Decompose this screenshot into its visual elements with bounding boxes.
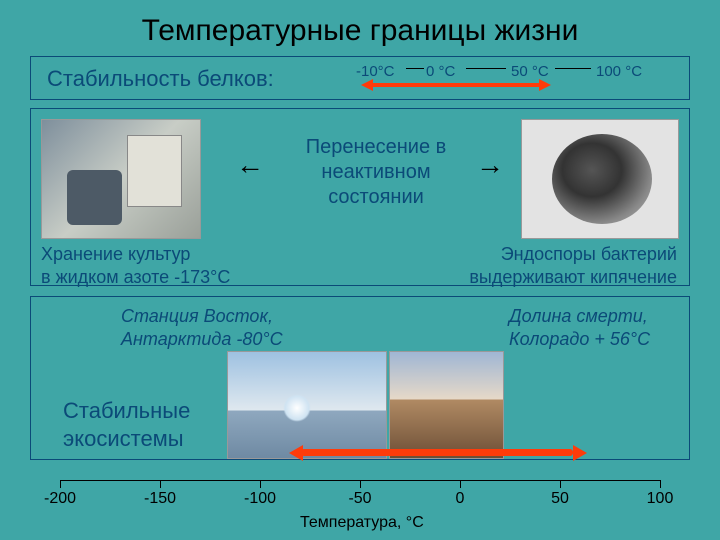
axis-tick-label: -50: [335, 490, 385, 508]
axis-tick-label: -100: [235, 490, 285, 508]
scale-sep: [406, 68, 424, 69]
scale-sep: [555, 68, 591, 69]
scale-label-1: 0 °C: [426, 63, 455, 82]
axis-tick: [460, 480, 461, 488]
protein-bar: [371, 83, 541, 87]
box-protein-stability: Стабильность белков: -10°C 0 °C 50 °C 10…: [30, 56, 690, 100]
image-desert: [389, 351, 504, 459]
ecosystem-range-bar: [301, 449, 573, 456]
axis-tick: [260, 480, 261, 488]
arrow-right-icon: →: [476, 149, 504, 181]
slide-title: Температурные границы жизни: [0, 14, 720, 48]
image-nitrogen-storage: [41, 119, 201, 239]
box3-right-caption: Долина смерти, Колорадо + 56°С: [509, 305, 650, 350]
box2-left-caption: Хранение культур в жидком азоте -173°С: [41, 243, 230, 288]
center-box2: Перенесение в неактивном состоянии: [281, 135, 471, 210]
box3-right-l2: Колорадо + 56°С: [509, 328, 650, 351]
box2-line1: Перенесение в: [281, 135, 471, 160]
box3-bottom-l1: Стабильные: [63, 397, 190, 425]
box1-heading: Стабильность белков:: [47, 65, 274, 93]
box2-line3: состоянии: [281, 185, 471, 210]
axis-tick: [660, 480, 661, 488]
arrow-left-icon: ←: [236, 149, 264, 181]
scale-sep: [466, 68, 506, 69]
axis-tick: [360, 480, 361, 488]
axis-tick: [160, 480, 161, 488]
axis-tick: [560, 480, 561, 488]
box3-left-l2: Антарктида -80°С: [121, 328, 283, 351]
box3-bottom-caption: Стабильные экосистемы: [63, 397, 190, 452]
box-stable-ecosystems: Станция Восток, Антарктида -80°С Долина …: [30, 296, 690, 460]
axis-baseline: [60, 480, 660, 481]
slide-stage: Температурные границы жизни Стабильность…: [0, 0, 720, 540]
image-endospore: [521, 119, 679, 239]
ecosystem-bar-arrow: [289, 445, 303, 461]
axis-tick-label: 0: [435, 490, 485, 508]
box3-left-caption: Станция Восток, Антарктида -80°С: [121, 305, 283, 350]
protein-bar-left-arrow: [361, 79, 373, 91]
protein-bar-right-arrow: [539, 79, 551, 91]
axis-tick: [60, 480, 61, 488]
box2-left-l2: в жидком азоте -173°С: [41, 266, 230, 289]
box2-right-caption: Эндоспоры бактерий выдерживают кипячение: [469, 243, 677, 288]
box-inactive-transfer: ← → Перенесение в неактивном состоянии Х…: [30, 108, 690, 286]
axis-title: Температура, °C: [300, 514, 424, 532]
box3-left-l1: Станция Восток,: [121, 305, 283, 328]
axis-tick-label: 100: [635, 490, 685, 508]
box2-line2: неактивном: [281, 160, 471, 185]
scale-label-3: 100 °C: [596, 63, 642, 82]
axis-tick-label: -200: [35, 490, 85, 508]
box2-left-l1: Хранение культур: [41, 243, 230, 266]
ecosystem-bar-arrow: [573, 445, 587, 461]
box2-right-l2: выдерживают кипячение: [469, 266, 677, 289]
box2-right-l1: Эндоспоры бактерий: [469, 243, 677, 266]
axis-tick-label: -150: [135, 490, 185, 508]
image-antarctic: [227, 351, 387, 459]
axis-tick-label: 50: [535, 490, 585, 508]
box3-bottom-l2: экосистемы: [63, 425, 190, 453]
box3-right-l1: Долина смерти,: [509, 305, 650, 328]
